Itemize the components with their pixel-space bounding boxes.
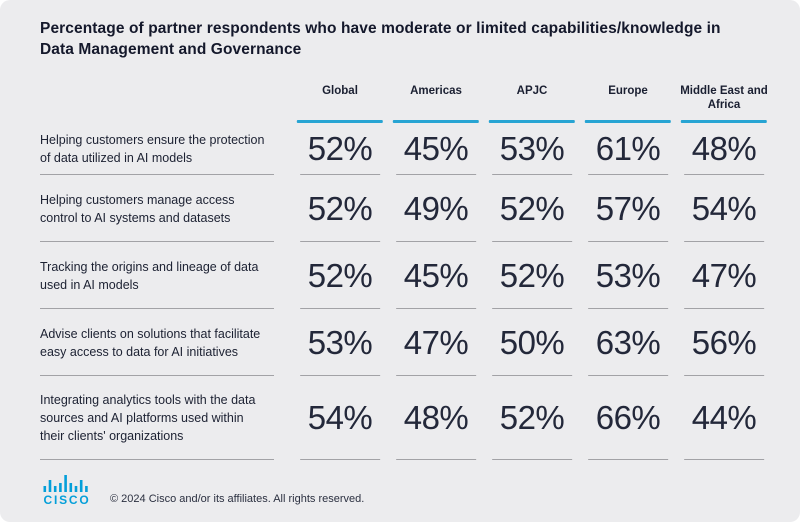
value-cell: 52% (292, 175, 388, 242)
row-label: Integrating analytics tools with the dat… (40, 376, 292, 460)
column-header-label: Middle East and Africa (680, 85, 768, 111)
column-header-apjc: APJC (484, 84, 580, 123)
value-cell: 47% (388, 309, 484, 376)
row-label: Helping customers ensure the protection … (40, 123, 292, 175)
value-cell: 45% (388, 242, 484, 309)
value-cell: 52% (484, 175, 580, 242)
value-cell: 53% (292, 309, 388, 376)
row-label: Advise clients on solutions that facilit… (40, 309, 292, 376)
column-header-label: Europe (608, 85, 648, 97)
capabilities-table: Global Americas APJC Europe Middle East … (0, 60, 800, 460)
column-header-americas: Americas (388, 84, 484, 123)
value-cell: 48% (388, 376, 484, 460)
footer: CISCO © 2024 Cisco and/or its affiliates… (0, 475, 800, 522)
table-row: Helping customers ensure the protection … (40, 123, 772, 175)
page-title: Percentage of partner respondents who ha… (40, 20, 721, 58)
table-header-row: Global Americas APJC Europe Middle East … (40, 84, 772, 123)
value-cell: 48% (676, 123, 772, 175)
header-accent-underline (392, 120, 480, 123)
value-cell: 56% (676, 309, 772, 376)
value-cell: 52% (484, 376, 580, 460)
table-row: Helping customers manage access control … (40, 175, 772, 242)
column-header-label: Global (322, 85, 358, 97)
value-cell: 44% (676, 376, 772, 460)
value-cell: 52% (292, 123, 388, 175)
column-header-label: Americas (410, 85, 462, 97)
column-header-europe: Europe (580, 84, 676, 123)
value-cell: 52% (484, 242, 580, 309)
value-cell: 53% (484, 123, 580, 175)
cisco-logo-text: CISCO (43, 493, 91, 507)
copyright-text: © 2024 Cisco and/or its affiliates. All … (110, 493, 365, 505)
value-cell: 53% (580, 242, 676, 309)
table-row: Integrating analytics tools with the dat… (40, 376, 772, 460)
value-cell: 63% (580, 309, 676, 376)
value-cell: 54% (676, 175, 772, 242)
table-row: Advise clients on solutions that facilit… (40, 309, 772, 376)
header-accent-underline (296, 120, 384, 123)
value-cell: 47% (676, 242, 772, 309)
value-cell: 66% (580, 376, 676, 460)
value-cell: 45% (388, 123, 484, 175)
cisco-bridge-icon (43, 475, 88, 492)
value-cell: 57% (580, 175, 676, 242)
column-header-global: Global (292, 84, 388, 123)
value-cell: 52% (292, 242, 388, 309)
row-label: Tracking the origins and lineage of data… (40, 242, 292, 309)
header-accent-underline (680, 120, 768, 123)
column-header-middle-east-africa: Middle East and Africa (676, 84, 772, 123)
header-accent-underline (584, 120, 672, 123)
header-accent-underline (488, 120, 576, 123)
value-cell: 61% (580, 123, 676, 175)
cisco-logo: CISCO (40, 475, 92, 507)
value-cell: 50% (484, 309, 580, 376)
header-corner-spacer (40, 84, 292, 123)
column-header-label: APJC (516, 85, 548, 97)
value-cell: 49% (388, 175, 484, 242)
row-label: Helping customers manage access control … (40, 175, 292, 242)
value-cell: 54% (292, 376, 388, 460)
table-row: Tracking the origins and lineage of data… (40, 242, 772, 309)
